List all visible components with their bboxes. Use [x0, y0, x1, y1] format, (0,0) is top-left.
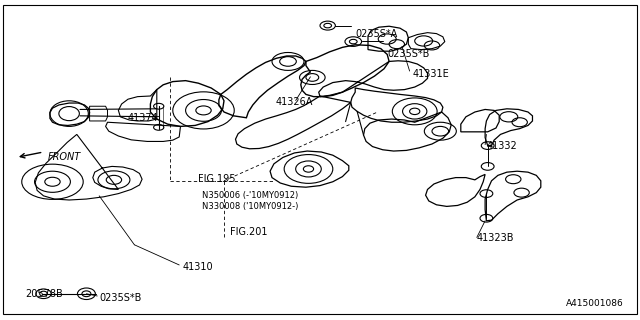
Text: 20578B: 20578B	[26, 289, 63, 300]
Text: 41323B: 41323B	[477, 233, 515, 244]
Text: A415001086: A415001086	[566, 299, 624, 308]
Text: FIG.195: FIG.195	[198, 174, 236, 184]
Text: 0235S*B: 0235S*B	[99, 293, 141, 303]
Text: 41331E: 41331E	[413, 68, 449, 79]
Text: 0235S*B: 0235S*B	[387, 49, 429, 60]
Text: N330008 ('10MY0912-): N330008 ('10MY0912-)	[202, 202, 298, 211]
Text: 0235S*A: 0235S*A	[355, 28, 397, 39]
Text: 41374: 41374	[128, 113, 159, 124]
Text: 41332: 41332	[486, 140, 517, 151]
Text: N350006 (-'10MY0912): N350006 (-'10MY0912)	[202, 191, 298, 200]
Text: 41326A: 41326A	[275, 97, 312, 108]
Text: 41310: 41310	[182, 262, 213, 272]
Text: FRONT: FRONT	[48, 152, 81, 162]
Text: FIG.201: FIG.201	[230, 227, 268, 237]
